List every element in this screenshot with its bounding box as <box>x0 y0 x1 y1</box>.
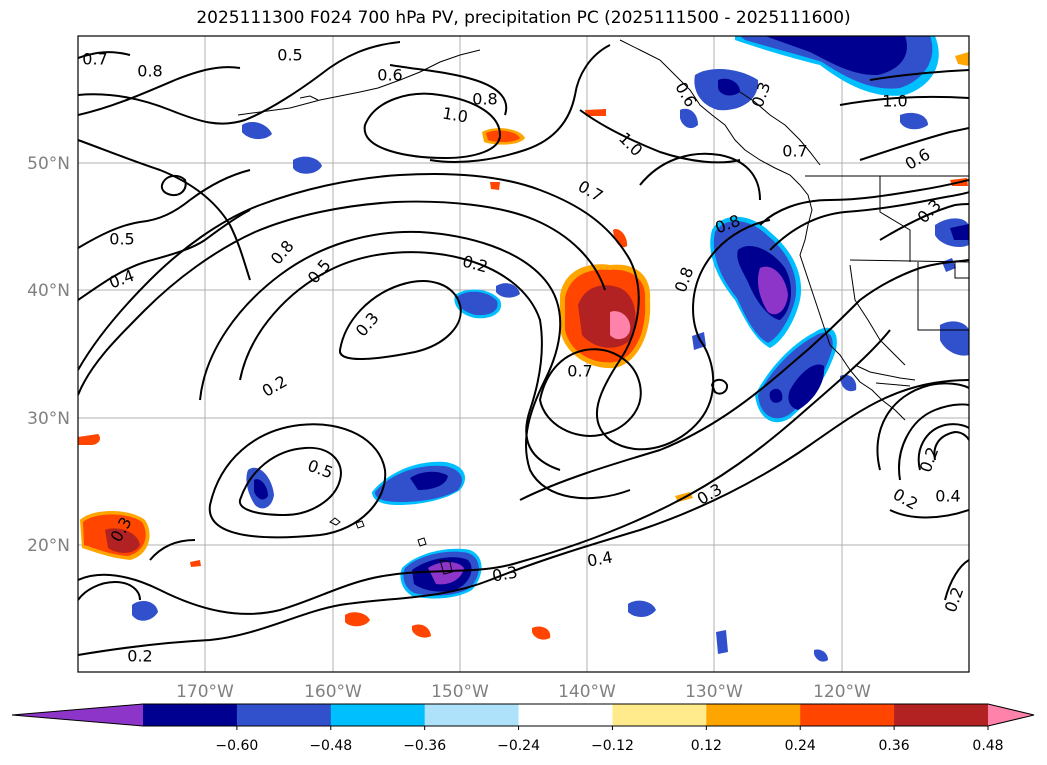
pv-contour-1.0-ring <box>78 41 401 125</box>
colorbar-tick-label: −0.12 <box>591 738 634 754</box>
contour-label: 0.3 <box>491 562 519 585</box>
pv-contour-top-e <box>869 69 969 81</box>
pv-contour-0.6-e <box>859 127 969 161</box>
lat-label: 20°N <box>27 536 70 556</box>
pv-contour-0.7-top <box>78 51 131 59</box>
lon-label: 130°W <box>685 682 743 702</box>
contour-label: 0.7 <box>567 362 592 381</box>
contour-label: 1.0 <box>882 92 907 111</box>
colorbar-segment <box>424 704 520 726</box>
lon-label: 170°W <box>176 682 234 702</box>
pv-contour-trough-2 <box>208 423 387 539</box>
lat-label: 40°N <box>27 281 70 301</box>
colorbar-tick-label: 0.12 <box>691 738 722 754</box>
colorbar-segment <box>330 704 426 726</box>
contour-label: 0.4 <box>935 487 960 506</box>
pv-contour-sc-1 <box>898 403 969 481</box>
pv-contour-0.8b <box>429 44 611 163</box>
contour-label: 0.8 <box>137 62 162 81</box>
pv-contour-sc-6 <box>944 559 969 601</box>
colorbar-tick-label: 0.48 <box>972 738 1003 754</box>
pv-contour-e-1 <box>759 179 969 226</box>
colorbar-tick-label: −0.24 <box>497 738 540 754</box>
contour-label: 0.7 <box>782 142 807 161</box>
pv-contour-0.7 <box>538 348 642 437</box>
contour-label: 1.0 <box>441 103 469 126</box>
pv-contour-ridge-2 <box>239 251 561 471</box>
pv-contour-e-4 <box>579 109 741 164</box>
contour-label: 0.5 <box>109 230 134 249</box>
lat-axis-labels: 50°N 40°N 30°N 20°N <box>27 154 70 556</box>
contour-label: 0.2 <box>127 647 152 666</box>
contour-label: 0.7 <box>82 50 107 69</box>
colorbar-segment <box>894 704 989 726</box>
pv-contour-big <box>78 172 771 451</box>
pv-contour-e-2 <box>769 191 969 251</box>
pv-contour-1.0-island <box>363 92 502 160</box>
lon-label: 120°W <box>813 682 871 702</box>
colorbar-tick-label: −0.48 <box>309 738 352 754</box>
contour-label: 0.6 <box>377 66 402 85</box>
colorbar-segment <box>612 704 707 726</box>
pv-contour-circle-b <box>710 378 729 395</box>
pv-contour-sc-2 <box>917 423 969 471</box>
pv-contour-0.8 <box>78 66 241 116</box>
plot-area <box>78 36 969 672</box>
lat-label: 50°N <box>27 154 70 174</box>
lon-label: 160°W <box>304 682 362 702</box>
pv-contour-ridge-1 <box>199 230 631 500</box>
lon-label: 140°W <box>558 682 616 702</box>
colorbar-tick-label: −0.60 <box>215 738 258 754</box>
pv-contour-nw <box>78 139 251 281</box>
pv-contours <box>78 41 969 656</box>
pv-contour-west-low <box>78 580 141 601</box>
colorbar-outline <box>11 703 1035 727</box>
pv-contour-top-e2 <box>839 95 969 106</box>
colorbar-segment <box>800 704 895 726</box>
pv-contour-0.5 <box>78 169 251 249</box>
contour-label: 0.4 <box>586 547 614 570</box>
colorbar-segment <box>143 704 238 726</box>
colorbar: −0.60 −0.48 −0.36 −0.24 −0.12 0.12 0.24 0.36 0.4… <box>11 703 1035 754</box>
pv-contour-cut-1 <box>339 280 462 360</box>
pv-contour-0.2 <box>78 379 969 656</box>
pv-contour-0.5-b <box>389 64 508 116</box>
lat-label: 30°N <box>27 409 70 429</box>
plot-frame <box>77 35 970 673</box>
precipitation-field <box>78 36 969 662</box>
lon-label: 150°W <box>431 682 489 702</box>
colorbar-segment <box>236 704 332 726</box>
figure-title: 2025111300 F024 700 hPa PV, precipitatio… <box>196 8 851 28</box>
contour-label: 0.5 <box>277 46 302 65</box>
pv-contour-west-mid <box>149 539 196 561</box>
colorbar-tick-label: −0.36 <box>403 738 446 754</box>
contour-label: 0.8 <box>472 90 497 109</box>
pv-contour-circle-a <box>160 174 187 197</box>
pv-contour-0.3-e <box>879 203 969 241</box>
colorbar-segment <box>518 704 613 726</box>
colorbar-segment <box>706 704 801 726</box>
pv-contour-0.3 <box>78 329 891 615</box>
pv-contour-sc-3 <box>933 430 969 461</box>
lon-axis-labels: 170°W 160°W 150°W 140°W 130°W 120°W <box>176 682 871 702</box>
colorbar-extend-min <box>12 704 143 726</box>
colorbar-extend-max <box>988 704 1034 726</box>
pv-contour-trough-1 <box>238 446 342 517</box>
pv-contour-big2 <box>78 200 606 396</box>
pv-contour-e-3 <box>639 152 761 201</box>
pv-contour-sc-4 <box>876 382 969 471</box>
pv-contour-0.4b <box>519 259 969 501</box>
colorbar-tick-label: 0.36 <box>879 738 910 754</box>
pv-contour-sc-5 <box>889 509 969 519</box>
colorbar-tick-label: 0.24 <box>785 738 816 754</box>
